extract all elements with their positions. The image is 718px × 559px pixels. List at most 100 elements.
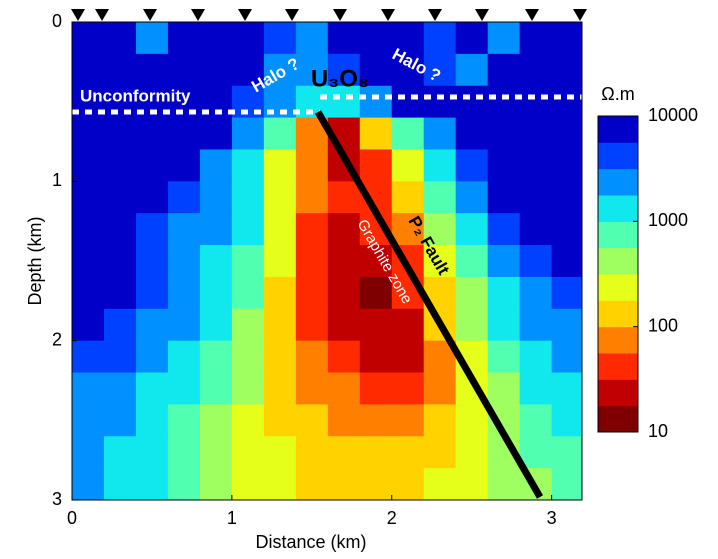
plot-frame: [71, 21, 583, 501]
cell: [231, 468, 265, 500]
cell: [487, 149, 521, 182]
cell: [231, 22, 265, 55]
colorbar-band: [598, 247, 638, 275]
cell: [519, 213, 553, 246]
cell: [391, 372, 425, 405]
cell: [199, 276, 233, 310]
cell: [135, 213, 169, 246]
cell: [295, 276, 329, 310]
cell: [231, 340, 265, 374]
cell: [359, 245, 393, 278]
x-tick-label: 1: [227, 508, 237, 528]
cell: [167, 436, 201, 469]
cell: [391, 308, 425, 342]
fault-line: [314, 110, 544, 499]
cell: [167, 213, 201, 246]
cell: [135, 372, 169, 405]
cell: [455, 468, 489, 500]
cell: [327, 245, 361, 278]
cell: [167, 308, 201, 342]
cell: [551, 308, 582, 342]
cell: [103, 276, 137, 310]
cell: [391, 85, 425, 119]
cell: [103, 85, 137, 119]
cell: [135, 181, 169, 214]
station-marker: [143, 9, 157, 21]
cell: [263, 372, 297, 405]
cell: [423, 117, 457, 150]
cell: [519, 117, 553, 150]
cell: [391, 181, 425, 214]
cell: [295, 340, 329, 374]
cell: [487, 22, 521, 55]
cell: [551, 117, 582, 150]
cell: [72, 308, 105, 342]
stations: [71, 9, 587, 21]
annotation: U₃O₈: [311, 65, 369, 92]
cell: [263, 245, 297, 278]
cell: [199, 213, 233, 246]
cell: [327, 213, 361, 246]
cell: [103, 436, 137, 469]
cell: [551, 372, 582, 405]
cell: [327, 181, 361, 214]
cell: [135, 308, 169, 342]
cell: [167, 53, 201, 87]
cell: [391, 436, 425, 469]
cell: [103, 245, 137, 278]
cell: [295, 404, 329, 437]
cell: [167, 22, 201, 55]
y-axis-label: Depth (km): [25, 216, 45, 305]
cell: [423, 372, 457, 405]
colorbar-tick-label: 1000: [648, 210, 688, 230]
cell: [199, 404, 233, 437]
colorbar-band: [598, 353, 638, 380]
cell: [455, 213, 489, 246]
cell: [359, 149, 393, 182]
cell: [167, 340, 201, 374]
cell: [359, 53, 393, 87]
cell: [327, 308, 361, 342]
y-tick-label: 2: [52, 329, 62, 349]
station-marker: [95, 9, 109, 21]
cell: [551, 149, 582, 182]
cell: [103, 117, 137, 150]
cell: [263, 468, 297, 500]
cell: [391, 53, 425, 87]
cell: [551, 404, 582, 437]
annotation: Unconformity: [80, 86, 191, 105]
cell: [103, 149, 137, 182]
cell: [263, 149, 297, 182]
colorbar: 10 100 1000 10000: [597, 105, 698, 441]
cell: [231, 372, 265, 405]
cell: [263, 117, 297, 150]
y-tick-label: 3: [52, 489, 62, 509]
cell: [135, 468, 169, 500]
cell: [263, 404, 297, 437]
cell: [199, 149, 233, 182]
colorbar-band: [598, 326, 638, 354]
cell: [551, 436, 582, 469]
colorbar-band: [598, 195, 638, 222]
cell: [167, 245, 201, 278]
cell: [423, 181, 457, 214]
cell: [103, 22, 137, 55]
x-tick-label: 0: [67, 508, 77, 528]
colorbar-label: Ω.m: [601, 84, 634, 104]
cell: [359, 372, 393, 405]
cell: [519, 22, 553, 55]
cell: [519, 372, 553, 405]
cell: [135, 404, 169, 437]
cell: [551, 468, 582, 500]
cell: [231, 404, 265, 437]
cell: [391, 340, 425, 374]
station-marker: [525, 9, 539, 21]
cell: [519, 85, 553, 119]
station-marker: [381, 9, 395, 21]
cell: [391, 117, 425, 150]
cell: [455, 181, 489, 214]
cell: [455, 436, 489, 469]
cell: [519, 53, 553, 87]
cell: [72, 404, 105, 437]
colorbar-band: [598, 116, 638, 143]
